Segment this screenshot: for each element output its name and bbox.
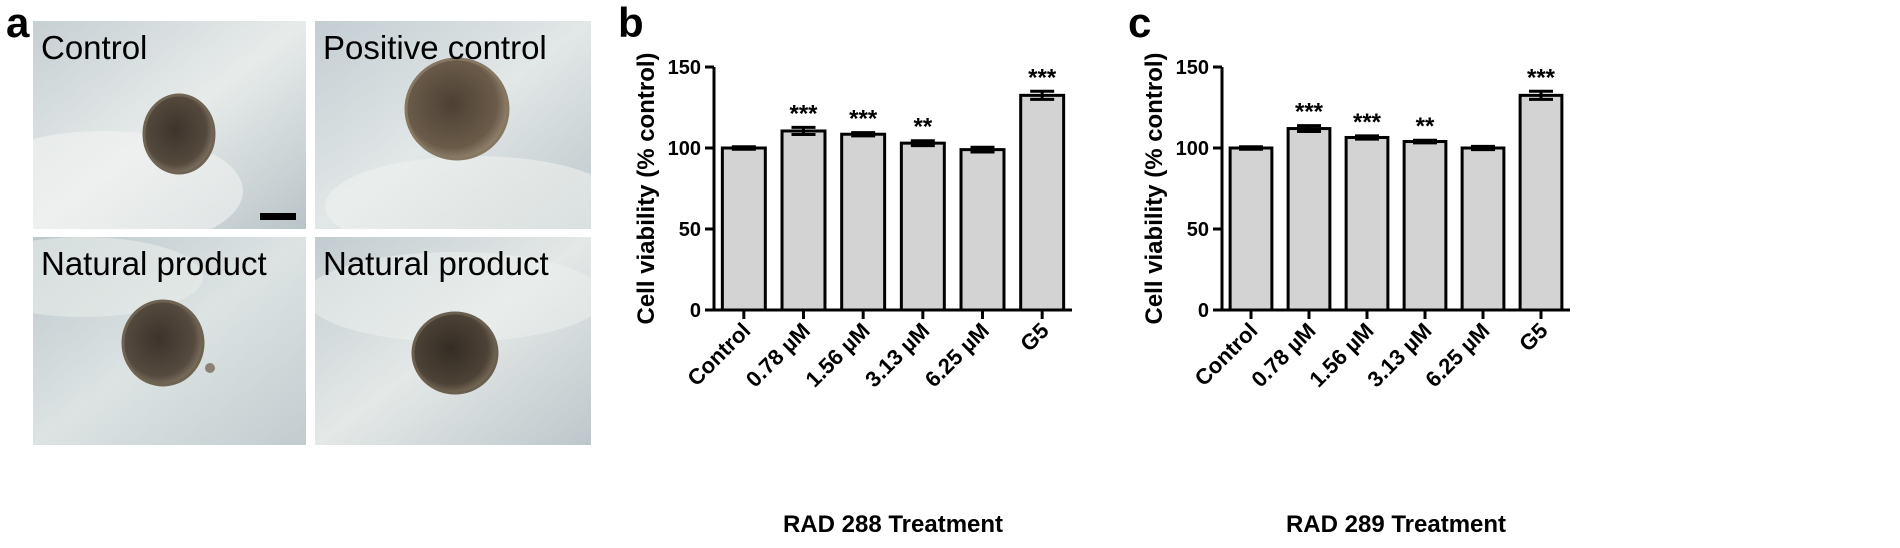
- bar: [1286, 127, 1332, 312]
- x-tick-label: 1.56 µM: [801, 318, 875, 392]
- chart-svg: 0 50 100 150 Cell viability (% control) Contr…: [633, 52, 1072, 538]
- x-tick-label: 0.78 µM: [741, 318, 815, 392]
- y-tick-label: 100: [668, 138, 701, 160]
- micrograph-label: Natural product: [41, 245, 267, 282]
- significance-label: ***: [1353, 109, 1382, 136]
- panel-letter-b: b: [618, 0, 644, 46]
- x-axis-label: RAD 288 Treatment: [783, 511, 1003, 538]
- significance-label: **: [1416, 113, 1435, 140]
- y-tick-label: 150: [668, 57, 701, 79]
- micrograph-positive-control: Positive control: [315, 21, 591, 229]
- panel-letter-c: c: [1128, 0, 1152, 46]
- bar-chart-rad-289: 0 50 100 150 Cell viability (% control) Contr…: [1130, 0, 1890, 543]
- bar: [1344, 135, 1390, 312]
- bar: [1518, 93, 1564, 312]
- y-axis-label: Cell viability (% control): [1141, 52, 1168, 324]
- panel-letter-a: a: [6, 0, 30, 46]
- y-tick-label: 0: [690, 300, 701, 322]
- x-tick-label: 1.56 µM: [1304, 318, 1378, 392]
- y-tick-label: 100: [1176, 138, 1209, 160]
- micrograph-label: Positive control: [323, 29, 547, 66]
- micrograph-label: Natural product: [323, 245, 549, 282]
- micrograph-label: Control: [41, 29, 148, 66]
- x-tick-label: 6.25 µM: [920, 318, 994, 392]
- bar: [899, 141, 946, 312]
- micrograph-control: Control: [33, 21, 306, 229]
- bar: [1228, 146, 1274, 312]
- significance-label: ***: [789, 100, 818, 127]
- x-tick-label: 3.13 µM: [860, 318, 934, 392]
- x-axis-label: RAD 289 Treatment: [1286, 511, 1506, 538]
- bar: [840, 132, 887, 312]
- bar: [780, 129, 827, 312]
- micrograph-natural-product-2: Natural product: [315, 237, 591, 445]
- y-tick-label: 50: [1187, 219, 1209, 241]
- x-tick-label: 3.13 µM: [1362, 318, 1436, 392]
- micrograph-positive-control-image: [315, 21, 591, 229]
- x-tick-label: G5: [1514, 318, 1552, 356]
- x-tick-label: 6.25 µM: [1420, 318, 1494, 392]
- micrograph-natural-product-1-image: [33, 237, 306, 445]
- bar: [959, 148, 1006, 312]
- scale-bar: [260, 213, 296, 220]
- bar: [720, 146, 767, 312]
- micrograph-control-image: [33, 21, 306, 229]
- y-axis-label: Cell viability (% control): [633, 52, 660, 324]
- y-tick-label: 0: [1198, 300, 1209, 322]
- y-tick-label: 50: [679, 219, 701, 241]
- significance-label: **: [913, 114, 932, 141]
- micrograph-natural-product-1: Natural product: [33, 237, 306, 445]
- significance-label: ***: [1527, 64, 1556, 91]
- x-tick-label: 0.78 µM: [1246, 318, 1320, 392]
- significance-label: ***: [1028, 64, 1057, 91]
- x-tick-label: Control: [682, 318, 755, 391]
- bar: [1460, 146, 1506, 312]
- bar-chart-rad-288: 0 50 100 150 Cell viability (% control) Contr…: [630, 0, 1260, 543]
- bar: [1402, 140, 1448, 312]
- micrograph-natural-product-2-image: [315, 237, 591, 445]
- y-tick-label: 150: [1176, 57, 1209, 79]
- bar: [1019, 93, 1066, 312]
- significance-label: ***: [849, 106, 878, 133]
- x-tick-label: G5: [1015, 318, 1053, 356]
- significance-label: ***: [1295, 99, 1324, 126]
